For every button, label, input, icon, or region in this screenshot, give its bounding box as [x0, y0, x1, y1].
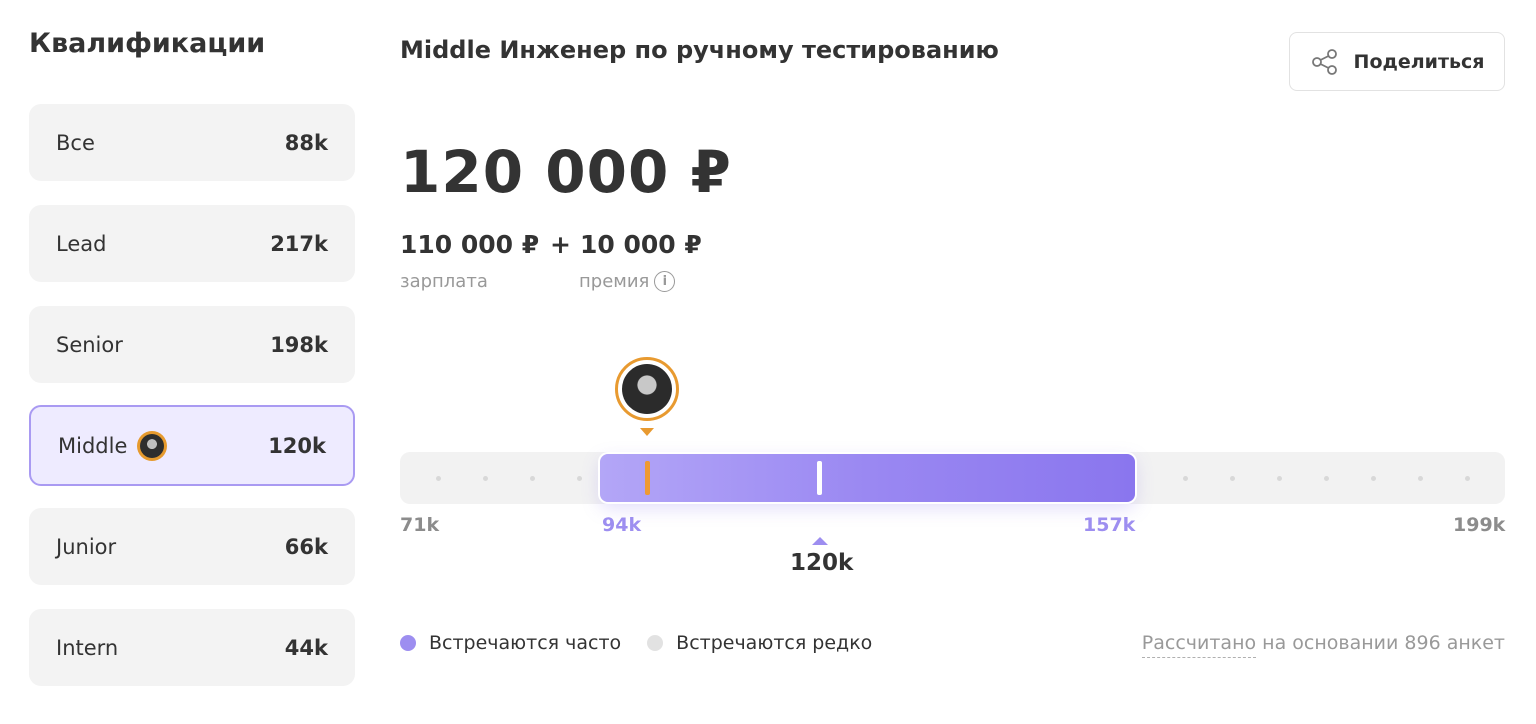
sidebar-title: Квалификации: [29, 28, 266, 59]
qualification-item-lead[interactable]: Lead 217k: [29, 205, 355, 282]
share-button-label: Поделиться: [1353, 50, 1485, 73]
track-dot: [483, 476, 488, 481]
qualification-item-middle[interactable]: Middle 120k: [29, 405, 355, 486]
median-label: 120k: [790, 550, 854, 576]
qualification-label: Intern: [56, 635, 119, 660]
bonus-caption-text: премия: [579, 271, 650, 292]
track-dot: [530, 476, 535, 481]
qualification-label: Lead: [56, 231, 107, 256]
track-dot: [1183, 476, 1188, 481]
qualification-label: Middle: [58, 430, 168, 461]
legend-rare: Встречаются редко: [647, 632, 872, 654]
qualification-item-all[interactable]: Все 88k: [29, 104, 355, 181]
info-icon[interactable]: i: [654, 271, 676, 292]
track-dot: [1277, 476, 1282, 481]
plus-sign: +: [550, 230, 571, 259]
base-caption: зарплата: [400, 271, 488, 292]
legend-dot-rare: [647, 635, 664, 651]
qualification-value: 44k: [284, 635, 328, 660]
track-dot: [1465, 476, 1470, 481]
qualification-value: 66k: [284, 534, 328, 559]
bonus-caption: премия i: [579, 271, 676, 292]
qualification-item-junior[interactable]: Junior 66k: [29, 508, 355, 585]
user-salary-marker: [645, 461, 650, 495]
qualification-list: Все 88k Lead 217k Senior 198k Middle 120…: [29, 104, 355, 710]
range-high-label: 157k: [1083, 514, 1136, 536]
basis-rest: на основании 896 анкет: [1256, 632, 1505, 654]
base-salary: 110 000 ₽: [400, 230, 540, 259]
track-dot: [1230, 476, 1235, 481]
median-arrow-icon: [812, 537, 828, 545]
qualification-label-text: Middle: [58, 433, 128, 458]
user-avatar-icon: [137, 430, 168, 461]
track-dot: [1418, 476, 1423, 481]
qualification-value: 88k: [284, 130, 328, 155]
track-dot: [1324, 476, 1329, 481]
range-max-label: 199k: [1453, 514, 1506, 536]
qualification-label: Senior: [56, 332, 123, 357]
share-button[interactable]: Поделиться: [1289, 32, 1505, 91]
total-salary: 120 000 ₽: [400, 138, 732, 206]
pin-arrow-icon: [640, 428, 654, 436]
legend-frequent-label: Встречаются часто: [429, 632, 622, 654]
bonus-amount: 10 000 ₽: [580, 230, 702, 259]
user-position-avatar: [615, 357, 679, 421]
median-marker: [817, 461, 822, 495]
range-min-label: 71k: [400, 514, 440, 536]
job-title: Middle Инженер по ручному тестированию: [400, 36, 999, 64]
legend-rare-label: Встречаются редко: [676, 632, 873, 654]
legend: Встречаются часто Встречаются редко: [400, 632, 898, 654]
range-low-label: 94k: [602, 514, 642, 536]
legend-frequent: Встречаются часто: [400, 632, 621, 654]
qualification-label: Junior: [56, 534, 117, 559]
qualification-value: 198k: [270, 332, 328, 357]
share-icon: [1311, 48, 1337, 75]
qualification-value: 217k: [270, 231, 328, 256]
qualification-label: Все: [56, 130, 95, 155]
basis-link[interactable]: Рассчитано: [1141, 632, 1257, 658]
track-dot: [1371, 476, 1376, 481]
track-dot: [577, 476, 582, 481]
qualification-value: 120k: [268, 433, 326, 458]
qualification-item-senior[interactable]: Senior 198k: [29, 306, 355, 383]
basis-note: Рассчитано на основании 896 анкет: [1141, 632, 1505, 658]
legend-dot-frequent: [400, 635, 416, 651]
track-dot: [436, 476, 441, 481]
frequent-salary-range: [600, 454, 1135, 502]
qualification-item-intern[interactable]: Intern 44k: [29, 609, 355, 686]
